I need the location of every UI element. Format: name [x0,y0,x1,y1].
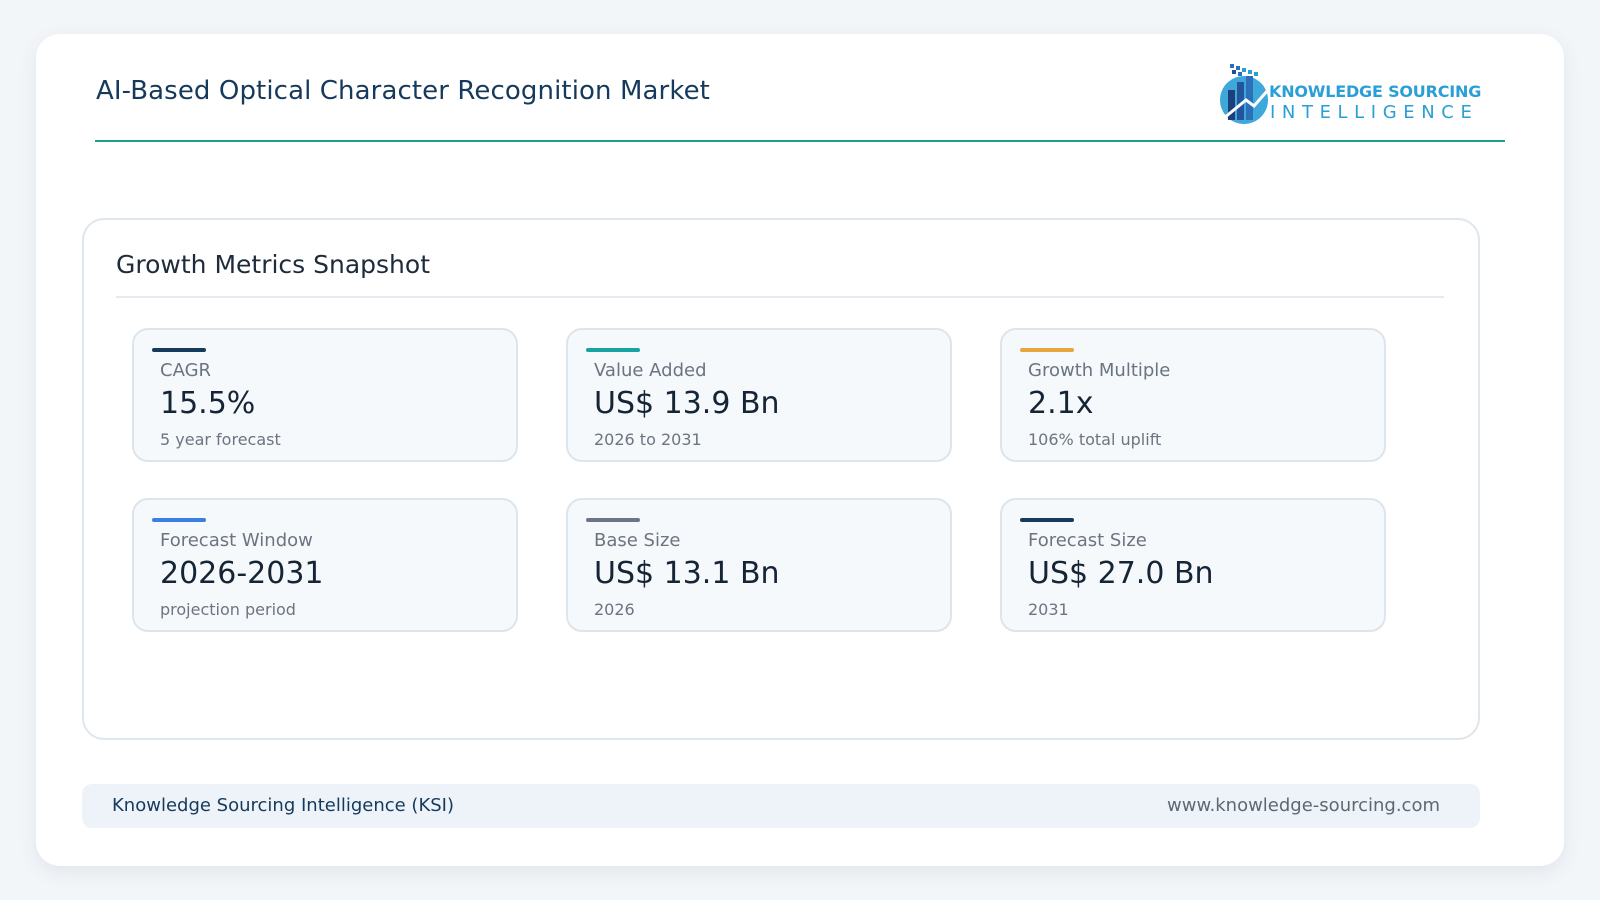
metric-subtext: 2026 to 2031 [594,430,702,449]
metric-subtext: 106% total uplift [1028,430,1162,449]
header-divider [95,140,1505,142]
growth-metrics-panel: Growth Metrics Snapshot CAGR 15.5% 5 yea… [82,218,1480,740]
metric-subtext: 2031 [1028,600,1069,619]
metric-subtext: 2026 [594,600,635,619]
metric-label: Forecast Size [1028,530,1147,551]
metric-label: Value Added [594,360,707,381]
metric-card-forecast-size: Forecast Size US$ 27.0 Bn 2031 [1000,498,1386,632]
company-logo-icon [1220,64,1270,124]
metric-label: Base Size [594,530,681,551]
metric-label: Growth Multiple [1028,360,1171,381]
accent-bar [152,348,206,352]
metric-value: 15.5% [160,386,256,421]
metric-value: US$ 13.9 Bn [594,386,780,421]
accent-bar [1020,518,1074,522]
panel-divider [116,296,1444,298]
accent-bar [152,518,206,522]
metric-card-forecast-window: Forecast Window 2026-2031 projection per… [132,498,518,632]
metric-subtext: projection period [160,600,296,619]
metric-card-value-added: Value Added US$ 13.9 Bn 2026 to 2031 [566,328,952,462]
accent-bar [1020,348,1074,352]
metric-card-growth-multiple: Growth Multiple 2.1x 106% total uplift [1000,328,1386,462]
metric-value: 2.1x [1028,386,1094,421]
metric-value: US$ 13.1 Bn [594,556,780,591]
report-card: AI-Based Optical Character Recognition M… [36,34,1564,866]
metric-value: US$ 27.0 Bn [1028,556,1214,591]
accent-bar [586,348,640,352]
panel-title: Growth Metrics Snapshot [116,250,431,279]
logo-wordmark-top: KNOWLEDGE SOURCING [1269,82,1482,101]
logo-wordmark-bottom: INTELLIGENCE [1270,102,1479,123]
metric-value: 2026-2031 [160,556,324,591]
accent-bar [586,518,640,522]
footer-bar: Knowledge Sourcing Intelligence (KSI) ww… [82,784,1480,828]
metric-label: Forecast Window [160,530,313,551]
metric-label: CAGR [160,360,212,381]
metric-card-cagr: CAGR 15.5% 5 year forecast [132,328,518,462]
metric-card-base-size: Base Size US$ 13.1 Bn 2026 [566,498,952,632]
footer-website-link[interactable]: www.knowledge-sourcing.com [1167,795,1440,816]
footer-company-name: Knowledge Sourcing Intelligence (KSI) [112,795,455,816]
page-title: AI-Based Optical Character Recognition M… [96,76,710,106]
metric-subtext: 5 year forecast [160,430,281,449]
